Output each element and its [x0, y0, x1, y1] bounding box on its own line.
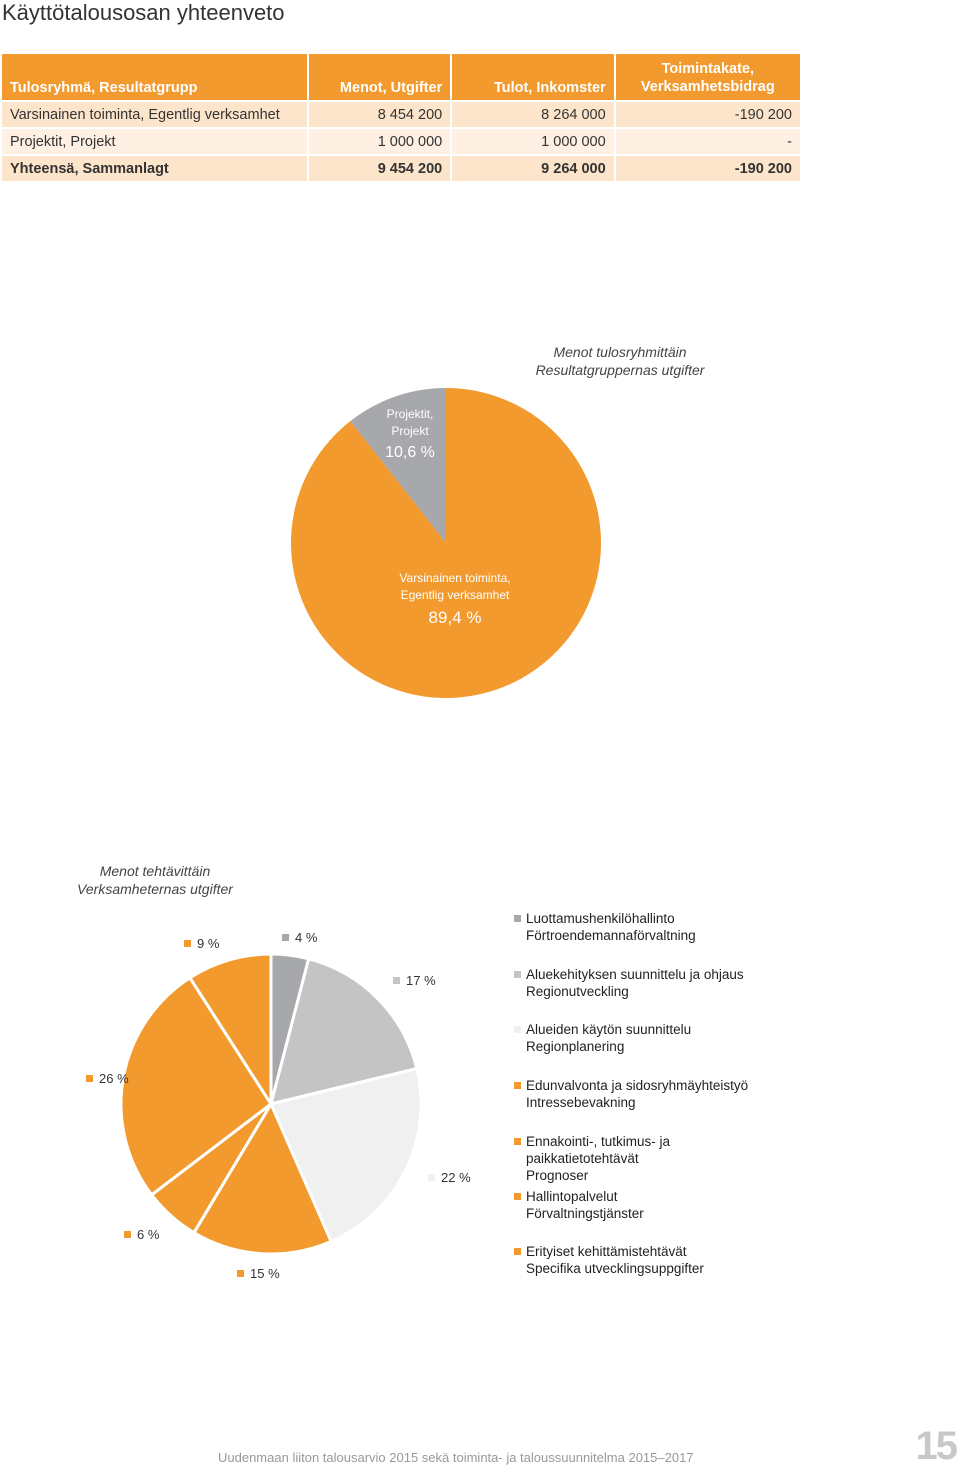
legend-label: Intressebevakning — [526, 1095, 636, 1110]
label-text: 6 % — [137, 1227, 160, 1242]
legend-marker — [514, 1248, 521, 1255]
legend-label: Regionutveckling — [526, 984, 629, 999]
label-marker — [282, 934, 289, 941]
label-value: 89,4 % — [428, 608, 482, 627]
chart2-title: Menot tehtävittäin Verksamheternas utgif… — [60, 862, 250, 898]
legend-marker — [514, 1193, 521, 1200]
table-header-text: Toimintakate, Verksamhetsbidrag — [640, 61, 775, 95]
legend-label: Alueiden käytön suunnittelu — [526, 1022, 692, 1037]
table-cell: Varsinainen toiminta, Egentlig verksamhe… — [2, 102, 309, 127]
label-text: 22 % — [441, 1170, 471, 1185]
label-marker — [86, 1075, 93, 1082]
table-cell: 9 264 000 — [452, 156, 616, 181]
legend-item: Luottamushenkilöhallinto Förtroendemannaf… — [514, 910, 696, 944]
table-cell: 8 454 200 — [308, 102, 453, 127]
label-line: Projektit, — [386, 407, 434, 421]
page-footer: Uudenmaan liiton talousarvio 2015 sekä t… — [218, 1450, 694, 1465]
legend-marker — [514, 1082, 521, 1089]
legend-label: Specifika utvecklingsuppgifter — [526, 1261, 704, 1276]
label-value: 10,6 % — [385, 444, 435, 461]
label-text: 17 % — [406, 973, 436, 988]
legend-label: Edunvalvonta ja sidosryhmäyhteistyö — [526, 1078, 749, 1093]
table-header: Tulosryhmä, Resultatgrupp — [2, 54, 309, 100]
table-header: Menot, Utgifter — [308, 54, 453, 100]
table-cell: 8 264 000 — [452, 102, 616, 127]
table-cell: 1 000 000 — [308, 129, 453, 154]
label-text: 9 % — [197, 936, 220, 951]
legend-label: Hallintopalvelut — [526, 1189, 618, 1204]
pie-slice — [187, 952, 273, 1110]
pie2-pct-label: 26 % — [86, 1071, 129, 1086]
pie-slice — [291, 388, 601, 698]
pie-slice — [268, 956, 419, 1107]
table-row-total: Yhteensä, Sammanlagt 9 454 200 9 264 000… — [2, 156, 802, 181]
legend-label: Erityiset kehittämistehtävät — [526, 1244, 687, 1259]
table-cell: Yhteensä, Sammanlagt — [2, 156, 309, 181]
pie2-pct-label: 9 % — [184, 936, 219, 951]
legend-label: paikkatietotehtävät — [526, 1151, 639, 1166]
pie-chart-tulosryhmat — [291, 388, 601, 698]
pie2-pct-label: 15 % — [237, 1266, 280, 1281]
legend-marker — [514, 1138, 521, 1145]
label-text: 26 % — [99, 1071, 129, 1086]
table-cell: Projektit, Projekt — [2, 129, 309, 154]
label-marker — [393, 977, 400, 984]
page-title: Käyttötalousosan yhteenveto — [2, 0, 285, 25]
label-line: Varsinainen toiminta, — [399, 571, 511, 585]
chart2-title-line2: Verksamheternas utgifter — [77, 881, 233, 897]
table-header: Toimintakate, Verksamhetsbidrag — [615, 54, 802, 100]
pie1-label-varsinainen: Varsinainen toiminta, Egentlig verksamhe… — [375, 570, 535, 626]
pie-slice — [268, 1066, 423, 1244]
table-header-row: Tulosryhmä, Resultatgrupp Menot, Utgifte… — [2, 54, 802, 100]
legend-label: Förvaltningstjänster — [526, 1206, 644, 1221]
legend-item: Alueiden käytön suunnittelu Regionplaneri… — [514, 1021, 691, 1055]
label-line: Egentlig verksamhet — [400, 588, 510, 602]
pie-slice — [191, 1100, 334, 1256]
legend-label: Regionplanering — [526, 1039, 625, 1054]
table-cell: -190 200 — [615, 156, 802, 181]
label-text: 4 % — [295, 930, 318, 945]
legend-label: Aluekehityksen suunnittelu ja ohjaus — [526, 967, 744, 982]
legend-marker — [514, 1026, 521, 1033]
legend-marker — [514, 915, 521, 922]
pie2-pct-label: 17 % — [393, 973, 436, 988]
legend-label: Prognoser — [526, 1168, 589, 1183]
table-cell: -190 200 — [615, 102, 802, 127]
label-marker — [428, 1174, 435, 1181]
legend-item: Ennakointi-, tutkimus- ja paikkatietoteht… — [514, 1133, 670, 1184]
chart1-title-line1: Menot tulosryhmittäin — [553, 344, 687, 360]
table-row: Projektit, Projekt 1 000 000 1 000 000 - — [2, 129, 802, 154]
legend-item: Aluekehityksen suunnittelu ja ohjaus Regi… — [514, 966, 744, 1000]
page-number: 15 — [915, 1424, 958, 1468]
table-cell: 9 454 200 — [308, 156, 453, 181]
table-cell: 1 000 000 — [452, 129, 616, 154]
chart1-title: Menot tulosryhmittäin Resultatgruppernas… — [500, 343, 740, 379]
summary-table: Tulosryhmä, Resultatgrupp Menot, Utgifte… — [2, 52, 802, 183]
label-marker — [124, 1231, 131, 1238]
pie-chart-tehtavat — [119, 952, 423, 1256]
table-header: Tulot, Inkomster — [452, 54, 616, 100]
pie2-pct-label: 6 % — [124, 1227, 159, 1242]
pie-slice — [350, 388, 446, 543]
legend-label: Förtroendemannaförvaltning — [526, 928, 696, 943]
label-marker — [184, 940, 191, 947]
pie2-pct-label: 22 % — [428, 1170, 471, 1185]
legend-item: Hallintopalvelut Förvaltningstjänster — [514, 1188, 644, 1222]
label-marker — [237, 1270, 244, 1277]
table-row: Varsinainen toiminta, Egentlig verksamhe… — [2, 102, 802, 127]
legend-label: Luottamushenkilöhallinto — [526, 911, 675, 926]
label-text: 15 % — [250, 1266, 280, 1281]
chart1-title-line2: Resultatgruppernas utgifter — [535, 362, 705, 378]
chart2-title-line1: Menot tehtävittäin — [99, 863, 211, 879]
pie-slice — [119, 975, 274, 1197]
pie1-label-projekt: Projektit, Projekt 10,6 % — [360, 406, 460, 461]
table-cell: - — [615, 129, 802, 154]
label-line: Projekt — [391, 424, 429, 438]
legend-marker — [514, 971, 521, 978]
legend-item: Edunvalvonta ja sidosryhmäyhteistyö Intre… — [514, 1077, 748, 1111]
pie2-pct-label: 4 % — [282, 930, 317, 945]
legend-label: Ennakointi-, tutkimus- ja — [526, 1134, 671, 1149]
legend-item: Erityiset kehittämistehtävät Specifika ut… — [514, 1243, 704, 1277]
